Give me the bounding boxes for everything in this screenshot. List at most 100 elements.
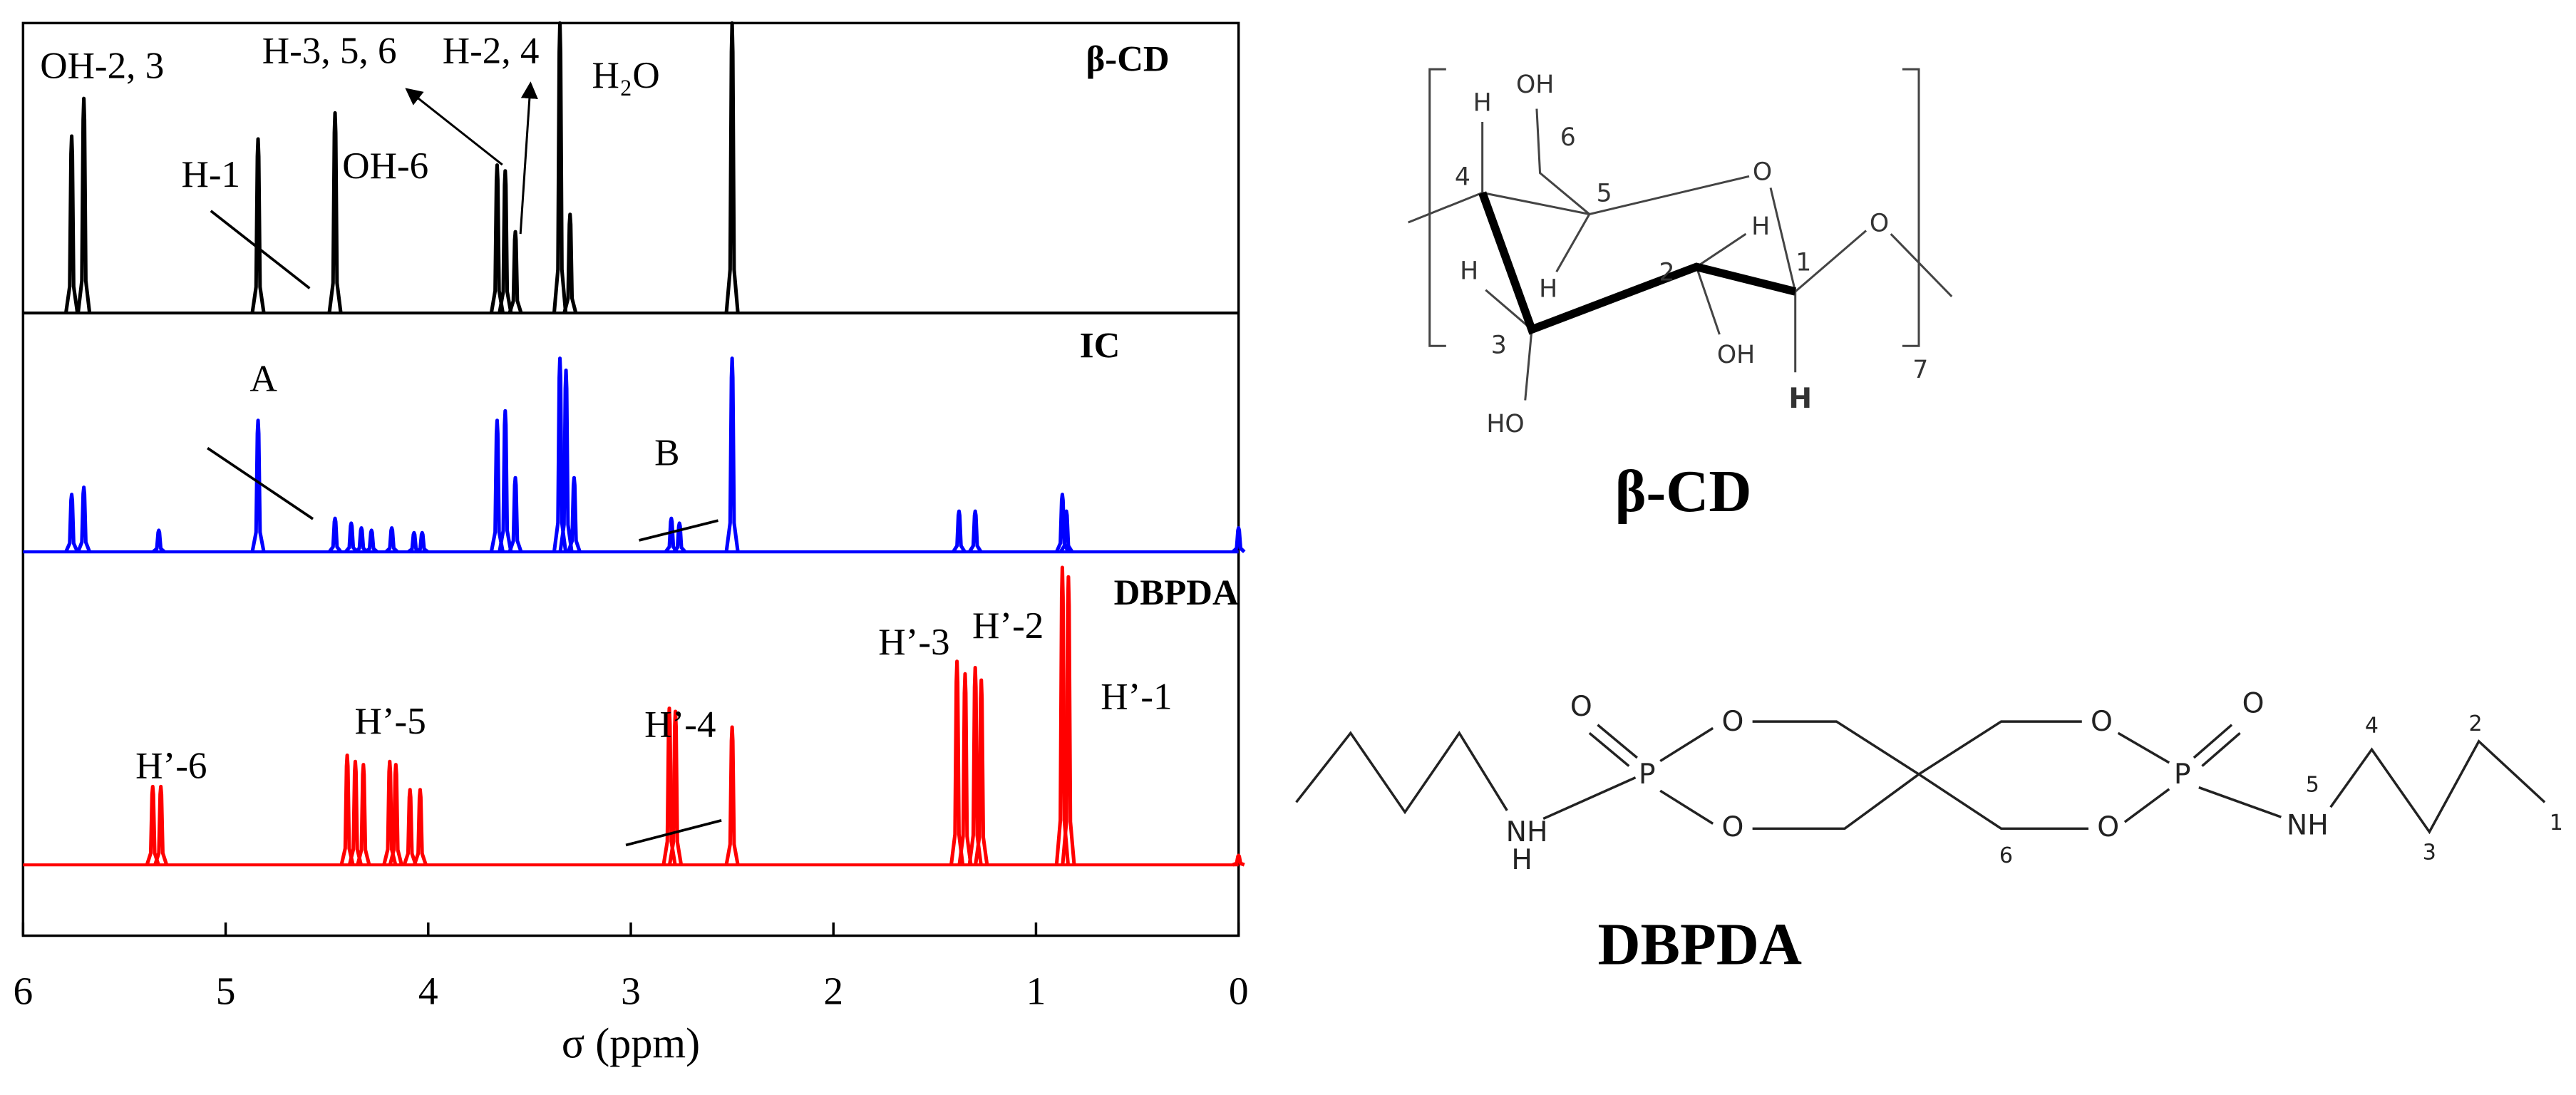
annotation: H’-1 — [1101, 676, 1172, 717]
peak — [250, 418, 266, 552]
peak — [562, 212, 578, 314]
peak — [552, 356, 568, 552]
peak — [1058, 509, 1074, 553]
annotation: H-1 — [181, 154, 240, 195]
series-label: β-CD — [1086, 39, 1170, 79]
peak — [1232, 853, 1245, 867]
atom-label: H — [1511, 844, 1532, 876]
beta-cd-structure — [1408, 68, 1953, 401]
atom-label: 1 — [2550, 811, 2563, 836]
annotation: H-3, 5, 6 — [262, 30, 397, 71]
annotation: A — [250, 358, 277, 399]
series-label: DBPDA — [1114, 572, 1239, 612]
x-tick-label: 3 — [621, 969, 641, 1012]
peak — [724, 356, 740, 552]
peak — [76, 96, 92, 314]
atom-label: NH — [2287, 810, 2329, 842]
atom-label: O — [1721, 811, 1743, 843]
leader-line — [639, 519, 718, 542]
atom-label: 5 — [1597, 180, 1612, 208]
peak — [949, 659, 965, 865]
peak — [498, 408, 513, 552]
annotation: H₂O — [592, 55, 659, 96]
annotation: H’-5 — [354, 701, 426, 742]
leader-line — [210, 210, 311, 289]
peak — [64, 493, 79, 553]
x-tick-label: 4 — [418, 969, 438, 1012]
peak — [327, 516, 343, 553]
peak — [672, 521, 687, 553]
atom-label: 4 — [2365, 714, 2379, 739]
atom-label: 2 — [2468, 711, 2482, 736]
structure-name: DBPDA — [1597, 911, 1801, 977]
peak — [724, 21, 740, 314]
peak — [152, 528, 166, 554]
peak — [974, 678, 989, 865]
peak — [356, 763, 371, 865]
atom-label: O — [1753, 158, 1772, 187]
peak — [552, 21, 568, 314]
x-tick-label: 1 — [1026, 969, 1046, 1012]
peak — [153, 784, 169, 865]
peak — [415, 530, 429, 554]
atom-label: 6 — [1560, 123, 1576, 152]
atom-label: 6 — [1999, 843, 2013, 868]
peak — [250, 137, 266, 314]
leader-line — [207, 447, 314, 520]
peak — [364, 528, 378, 554]
peak — [63, 134, 80, 314]
atom-label: P — [2174, 759, 2191, 791]
atom-label: H — [1473, 89, 1492, 118]
peak — [967, 666, 983, 865]
peak — [412, 788, 428, 865]
peak — [489, 418, 505, 552]
annotation: B — [654, 432, 679, 473]
peak — [347, 759, 364, 865]
arrow — [519, 81, 538, 235]
atom-label: 7 — [1912, 356, 1928, 384]
x-axis-label: σ (ppm) — [562, 1019, 700, 1066]
peak — [667, 709, 684, 865]
annotation: H’-4 — [644, 704, 716, 746]
peak — [145, 784, 160, 865]
atom-label: O — [2242, 688, 2265, 720]
peak — [327, 110, 343, 314]
peak — [1054, 565, 1071, 865]
peak — [508, 475, 523, 552]
annotation: H’-2 — [972, 605, 1044, 647]
atom-label: 5 — [2306, 773, 2319, 798]
structure-name: β-CD — [1615, 458, 1752, 524]
dbpda-structure — [1295, 720, 2546, 835]
peak — [354, 526, 369, 553]
atom-label: H — [1788, 383, 1812, 415]
atom-label: 1 — [1796, 249, 1811, 277]
atom-label: O — [2097, 811, 2119, 843]
atom-label: H — [1751, 212, 1770, 241]
peak — [952, 509, 967, 553]
atom-label: H — [1539, 275, 1557, 304]
atom-label: OH — [1717, 341, 1755, 369]
atom-label: 3 — [2423, 840, 2436, 865]
peak — [489, 163, 505, 314]
atom-label: HO — [1486, 410, 1524, 438]
peak — [967, 509, 983, 553]
peak — [957, 672, 973, 865]
atom-label: 4 — [1455, 163, 1470, 192]
atom-label: P — [1639, 759, 1656, 791]
peak — [382, 759, 398, 865]
peak — [344, 521, 359, 553]
dbpda-labels: NH H O O O P O O 6 O P NH 5 4 3 2 1 — [1506, 688, 2563, 877]
annotation: H’-6 — [135, 745, 207, 786]
atom-label: O — [2091, 706, 2113, 738]
x-tick-label: 6 — [13, 969, 33, 1012]
peak — [566, 475, 582, 552]
peak — [664, 516, 679, 553]
beta-cd-labels: OH 6 H 4 5 O H 1 O H 2 OH H H 3 HO 7 — [1455, 71, 1928, 438]
leader-line — [625, 818, 722, 847]
peak — [1061, 575, 1076, 865]
peak — [498, 169, 513, 314]
peak — [661, 706, 677, 865]
series-label: IC — [1080, 326, 1120, 366]
annotation: H-2, 4 — [443, 30, 540, 71]
